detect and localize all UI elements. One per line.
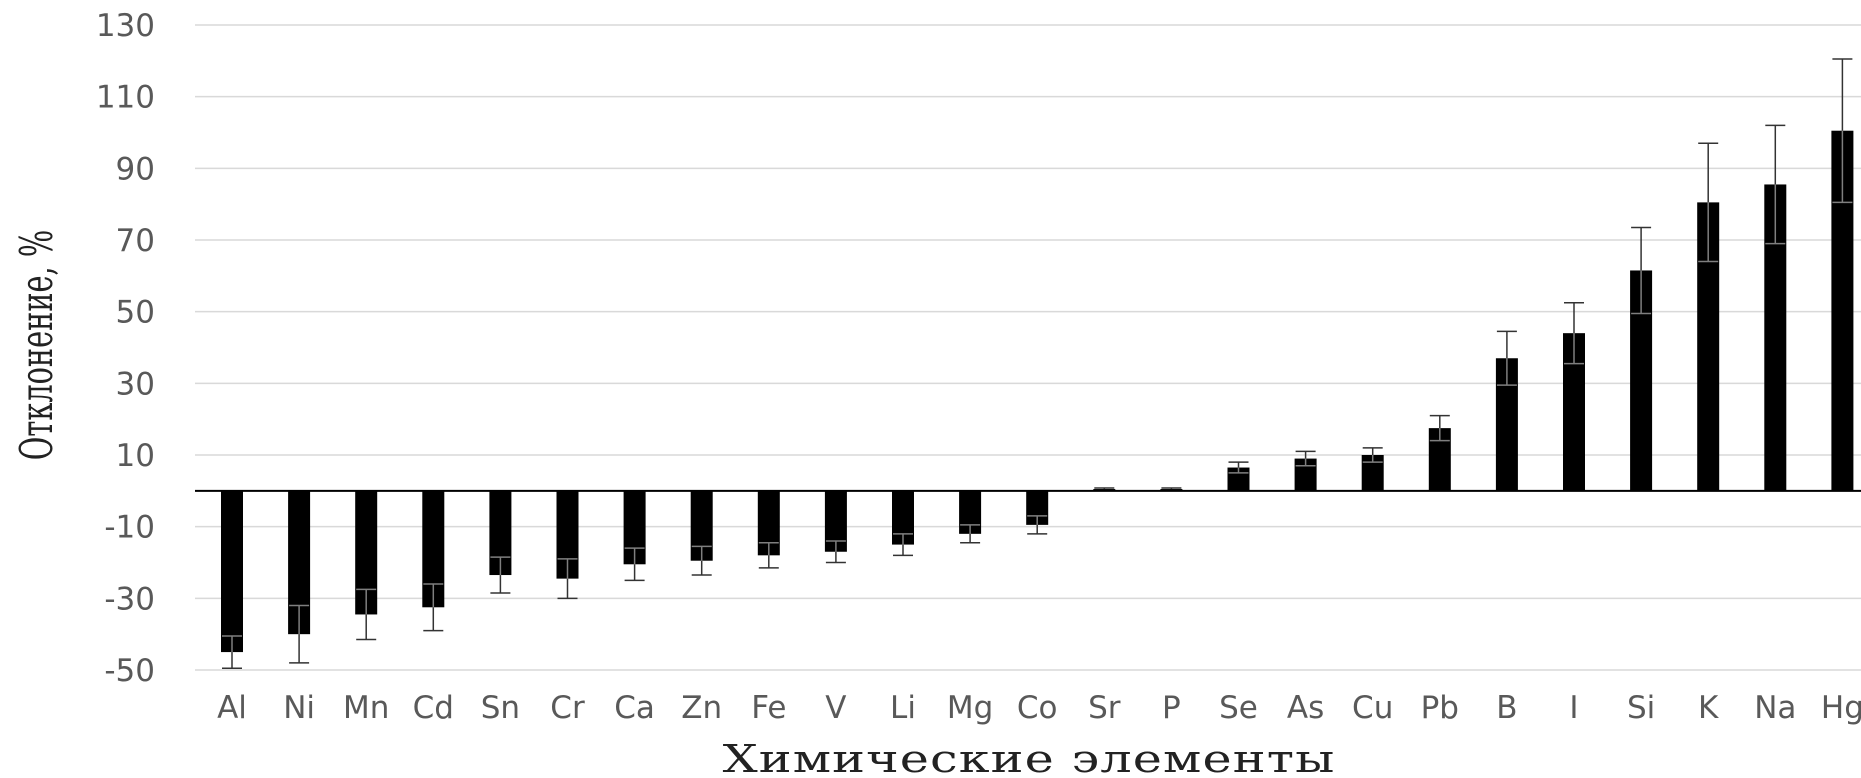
x-tick-label: As [1287, 690, 1324, 726]
y-tick-label: 90 [116, 151, 155, 187]
x-axis-label: Химические элементы [723, 737, 1336, 778]
x-tick-label: Pb [1421, 690, 1459, 726]
bar-fe [757, 490, 780, 556]
y-tick-label: 10 [116, 438, 155, 474]
bar-as [1294, 458, 1317, 491]
x-tick-label: Si [1627, 690, 1655, 726]
x-tick-label: Mn [343, 690, 389, 726]
x-tick-label: Sr [1088, 690, 1121, 726]
x-tick-label: Zn [681, 690, 722, 726]
x-tick-label: Ca [614, 690, 655, 726]
x-tick-label: Hg [1821, 690, 1861, 726]
x-tick-label: V [825, 690, 846, 726]
bar-mn [355, 490, 378, 615]
x-tick-label: K [1698, 690, 1719, 726]
bars [221, 130, 1854, 653]
bar-ca [623, 490, 646, 565]
bar-cd [422, 490, 445, 608]
bar-mg [959, 490, 982, 534]
x-tick-label: Cr [550, 690, 585, 726]
y-tick-label: 130 [96, 8, 155, 44]
x-tick-label: B [1496, 690, 1517, 726]
y-tick-label: -30 [104, 581, 155, 617]
x-tick-label: Fe [751, 690, 786, 726]
x-tick-label: Sn [481, 690, 520, 726]
bar-na [1764, 184, 1787, 491]
y-tick-label: -10 [104, 510, 155, 546]
bar-al [221, 490, 243, 653]
x-tick-label: Mg [947, 690, 993, 726]
bar-k [1697, 202, 1720, 491]
bar-b [1495, 358, 1518, 491]
x-tick-label: Ni [283, 690, 315, 726]
bar-hg [1831, 130, 1854, 491]
x-tick-label: P [1162, 690, 1181, 726]
x-tick-label: Se [1219, 690, 1258, 726]
bar-cu [1361, 455, 1384, 491]
bar-cr [556, 490, 579, 579]
bar-si [1630, 270, 1653, 491]
bar-zn [690, 490, 713, 561]
x-tick-label: Co [1017, 690, 1058, 726]
bar-ni [288, 490, 311, 635]
bar-i [1563, 333, 1585, 491]
y-tick-label: -50 [104, 653, 155, 689]
grid-lines [195, 24, 1861, 671]
y-tick-labels: 130 110 90 70 50 30 10 -10 -30 -50 [96, 8, 155, 689]
y-tick-label: 30 [116, 366, 155, 402]
y-tick-label: 50 [116, 295, 155, 331]
x-tick-label: Al [217, 690, 247, 726]
bar-pb [1428, 428, 1451, 491]
x-tick-label: Na [1754, 690, 1796, 726]
bar-sn [489, 490, 512, 576]
error-bars [222, 58, 1853, 669]
y-tick-label: 110 [96, 80, 155, 116]
x-tick-label: Li [890, 690, 916, 726]
bar-li [892, 490, 914, 545]
x-tick-label: Cu [1352, 690, 1393, 726]
bar-v [824, 490, 847, 552]
x-tick-label: Cd [413, 690, 454, 726]
x-tick-label: I [1569, 690, 1578, 726]
y-tick-label: 70 [116, 223, 155, 259]
y-axis-label: Отклонение, % [10, 230, 62, 460]
x-tick-labels: Al Ni Mn Cd Sn Cr Ca Zn Fe V Li Mg Co Sr P Se As Cu Pb B I Si… [217, 690, 1861, 726]
